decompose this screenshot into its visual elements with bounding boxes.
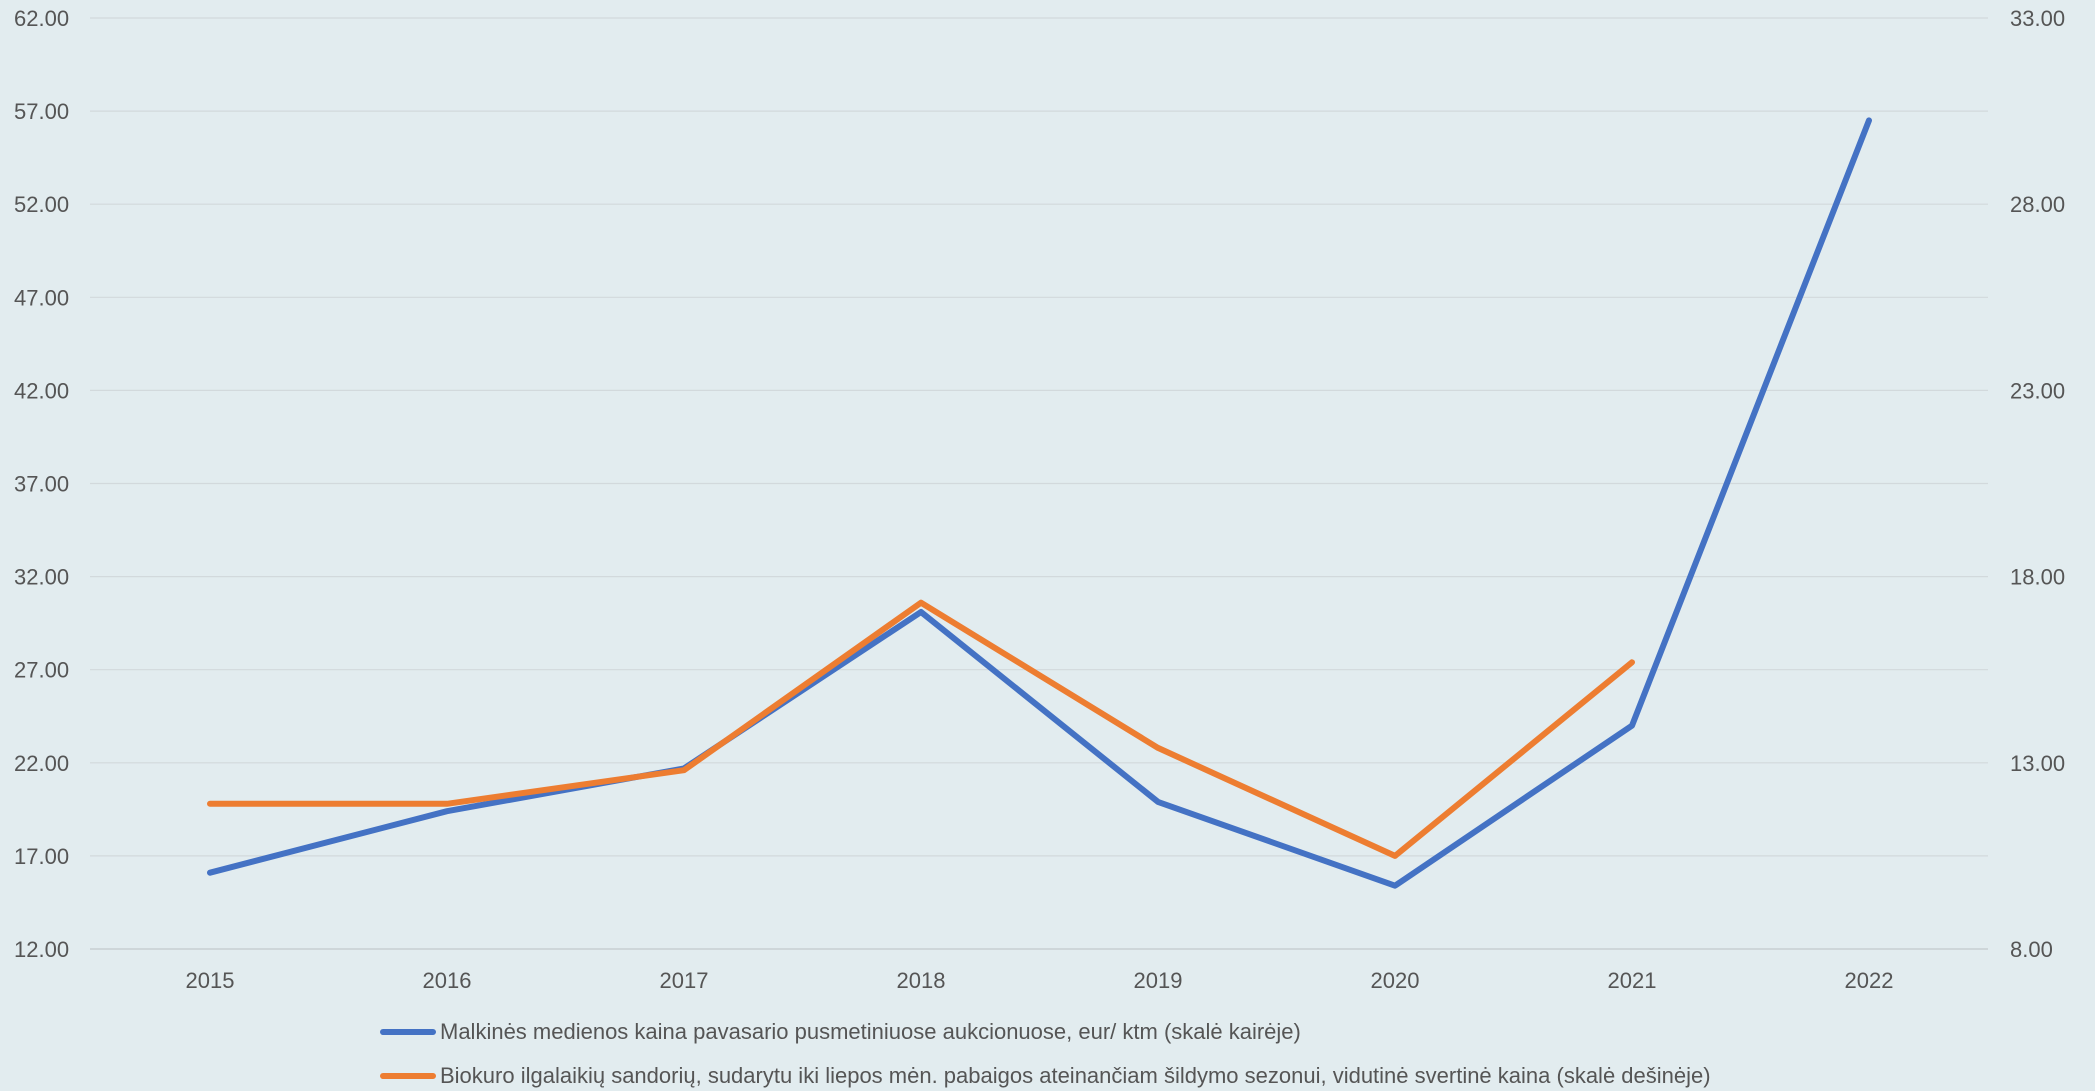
legend-label-series-2: Biokuro ilgalaikių sandorių, sudarytu ik… xyxy=(440,1063,1711,1088)
y-left-tick-label: 52.00 xyxy=(14,192,69,217)
x-tick-label: 2016 xyxy=(423,968,472,993)
x-tick-label: 2015 xyxy=(186,968,235,993)
y-right-tick-label: 18.00 xyxy=(2010,565,2065,590)
y-left-tick-label: 37.00 xyxy=(14,472,69,497)
y-left-tick-label: 22.00 xyxy=(14,751,69,776)
x-axis: 2015 2016 2017 2018 2019 2020 2021 2022 xyxy=(186,968,1894,993)
y-right-tick-label: 23.00 xyxy=(2010,378,2065,403)
legend-swatch-series-1 xyxy=(380,1029,436,1035)
y-left-tick-label: 57.00 xyxy=(14,99,69,124)
y-left-tick-label: 47.00 xyxy=(14,285,69,310)
legend-label-series-1: Malkinės medienos kaina pavasario pusmet… xyxy=(440,1019,1301,1044)
y-left-tick-label: 27.00 xyxy=(14,658,69,683)
y-right-tick-label: 13.00 xyxy=(2010,751,2065,776)
series-line-1 xyxy=(207,117,1872,889)
y-right-tick-label: 33.00 xyxy=(2010,6,2065,31)
y-left-tick-label: 32.00 xyxy=(14,565,69,590)
legend-item-series-1: Malkinės medienos kaina pavasario pusmet… xyxy=(380,1019,1301,1045)
x-tick-label: 2022 xyxy=(1845,968,1894,993)
gridlines xyxy=(90,17,1988,950)
y-left-tick-label: 17.00 xyxy=(14,844,69,869)
series-lines xyxy=(207,117,1872,889)
y-axis-left: 12.00 17.00 22.00 27.00 32.00 37.00 42.00 47.00… xyxy=(14,6,69,962)
x-tick-label: 2021 xyxy=(1608,968,1657,993)
legend-swatch-series-2 xyxy=(380,1073,436,1079)
y-left-tick-label: 62.00 xyxy=(14,6,69,31)
x-tick-label: 2019 xyxy=(1134,968,1183,993)
y-axis-right: 8.00 13.00 18.00 23.00 28.00 33.00 xyxy=(2010,6,2065,962)
y-right-tick-label: 28.00 xyxy=(2010,192,2065,217)
y-right-tick-label: 8.00 xyxy=(2010,937,2053,962)
y-left-tick-label: 12.00 xyxy=(14,937,69,962)
x-tick-label: 2017 xyxy=(660,968,709,993)
x-tick-label: 2018 xyxy=(897,968,946,993)
x-tick-label: 2020 xyxy=(1371,968,1420,993)
legend-item-series-2: Biokuro ilgalaikių sandorių, sudarytu ik… xyxy=(380,1063,1711,1089)
y-left-tick-label: 42.00 xyxy=(14,378,69,403)
series-line-2 xyxy=(207,599,1635,859)
